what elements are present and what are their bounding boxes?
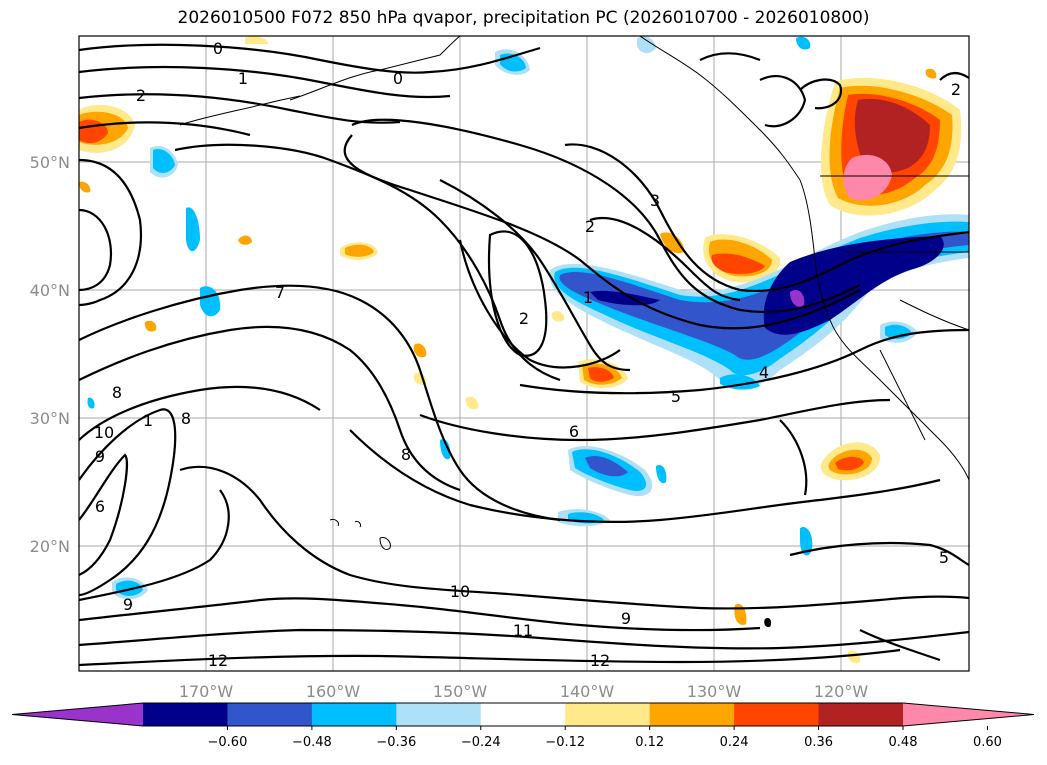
map-panel [79,36,969,671]
contour-label: 9 [123,595,133,614]
contour-label: 2 [519,309,529,328]
latitude-labels: 50°N 40°N 30°N 20°N [30,153,70,556]
lat-label-40n: 40°N [30,281,70,300]
colorbar-segment [143,703,228,726]
lon-label-160w: 160°W [306,682,361,701]
colorbar: −0.60 −0.48 −0.36 −0.24 −0.12 0.12 0.24 0.36 0.4… [11,702,1035,750]
colorbar-tick-label: −0.48 [292,735,332,750]
map-frame [78,35,970,672]
contour-label: 9 [621,609,631,628]
contour-label: 8 [181,409,191,428]
contour-label: 7 [275,283,285,302]
contour-label: 1 [238,69,248,88]
colorbar-extend-low [12,703,143,726]
contour-label: 5 [939,548,949,567]
map-title: 2026010500 F072 850 hPa qvapor, precipit… [177,8,870,28]
colorbar-segment [311,703,397,726]
contour-label: 5 [671,387,681,406]
longitude-labels: 170°W 160°W 150°W 140°W 130°W 120°W [179,682,869,701]
colorbar-tick-label: −0.12 [545,735,585,750]
colorbar-tick-label: 0.24 [720,735,749,750]
contour-label: 6 [569,422,579,441]
colorbar-outline [11,702,1035,727]
colorbar-segment [396,703,482,726]
lon-label-150w: 150°W [433,682,488,701]
contour-label: 6 [95,497,105,516]
colorbar-tick-label: −0.60 [208,735,248,750]
colorbar-tick-label: −0.24 [461,735,501,750]
contour-label: 0 [393,69,403,88]
contour-label: 2 [136,86,146,105]
qvapor-contours [79,43,969,667]
contour-label: 0 [213,39,223,58]
contour-label: 8 [112,383,122,402]
contour-label: 4 [759,363,769,382]
colorbar-segment [227,703,313,726]
contour-label: 1 [583,288,593,307]
contour-label: 11 [513,621,533,640]
contour-label: 10 [94,423,114,442]
contour-label: 10 [450,582,470,601]
colorbar-segment [565,703,651,726]
colorbar-segment [818,703,904,726]
colorbar-segment [649,703,735,726]
contour-label: 12 [590,651,610,670]
colorbar-segment [480,703,566,726]
lon-label-130w: 130°W [687,682,742,701]
colorbar-tick-label: 0.48 [889,735,918,750]
contour-label: 2 [951,80,961,99]
lat-label-20n: 20°N [30,537,70,556]
colorbar-segment [734,703,820,726]
lon-label-120w: 120°W [814,682,869,701]
contour-label: 2 [585,217,595,236]
contour-label: 9 [95,447,105,466]
lat-label-50n: 50°N [30,153,70,172]
contour-labels: 0 1 0 2 2 3 2 1 2 7 5 4 6 8 8 8 10 9 6 1… [94,39,961,670]
contour-label: 1 [143,411,153,430]
colorbar-tick-label: 0.12 [635,735,664,750]
lon-label-140w: 140°W [560,682,615,701]
lon-label-170w: 170°W [179,682,234,701]
contour-label: 3 [650,191,660,210]
colorbar-extend-high [903,703,1034,726]
contour-label: 8 [401,445,411,464]
lat-label-30n: 30°N [30,409,70,428]
contour-label: 12 [208,651,228,670]
colorbar-tick-label: 0.36 [804,735,833,750]
colorbar-tick-label: 0.60 [973,735,1002,750]
colorbar-tick-label: −0.36 [376,735,416,750]
